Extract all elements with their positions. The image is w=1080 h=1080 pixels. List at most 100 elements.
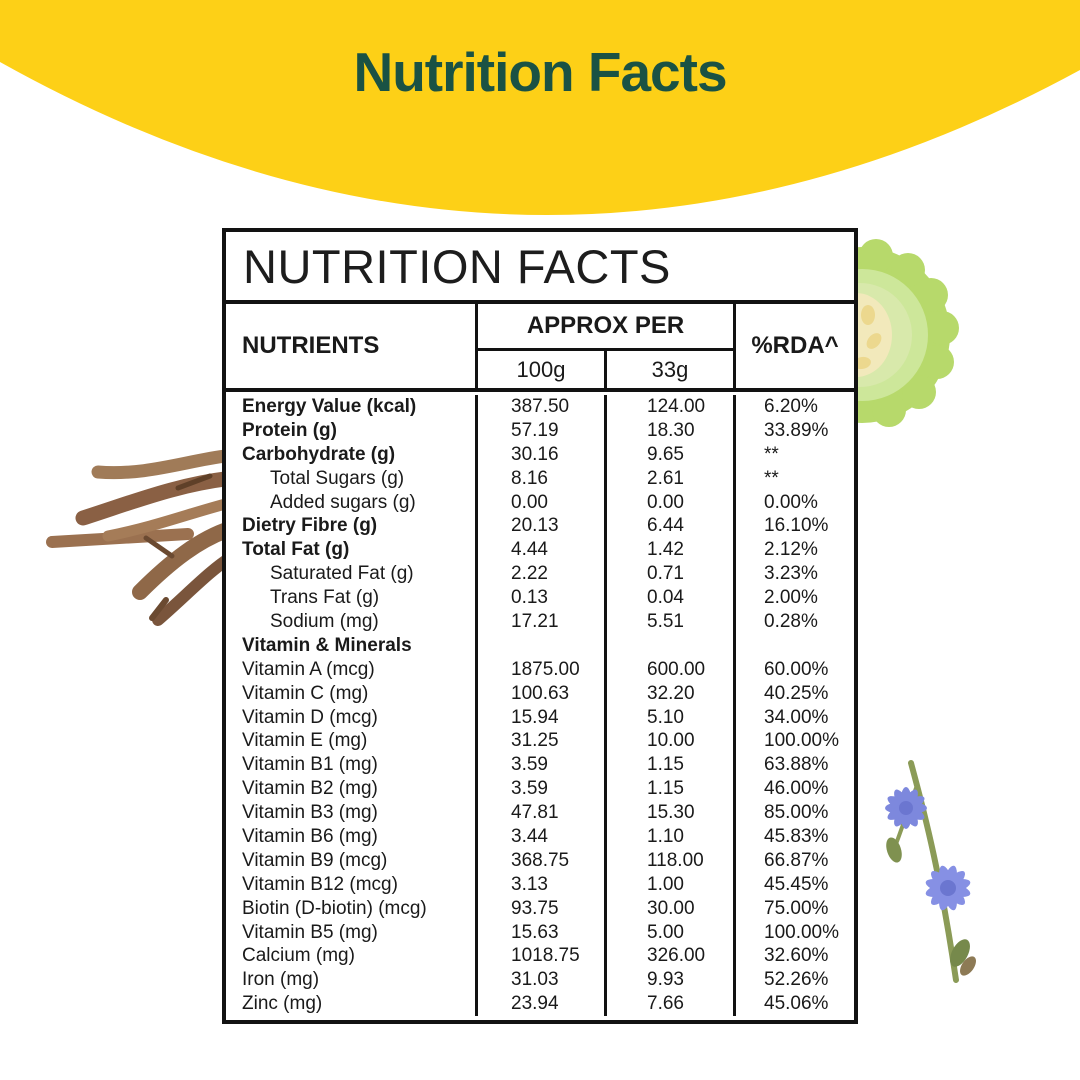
cell-nutrient: Total Sugars (g) <box>270 467 405 489</box>
cell-100g: 2.22 <box>475 562 604 587</box>
cell-33g: 1.42 <box>604 538 733 563</box>
cell-rda: 100.00% <box>733 729 854 754</box>
cell-nutrient: Vitamin A (mcg) <box>242 658 375 680</box>
table-row: Vitamin & Minerals <box>226 633 854 658</box>
cell-33g: 32.20 <box>604 681 733 706</box>
cell-100g: 31.25 <box>475 729 604 754</box>
cell-nutrient: Carbohydrate (g) <box>242 443 396 465</box>
cell-nutrient: Vitamin B5 (mg) <box>242 921 378 943</box>
chicory-flowers-image <box>885 760 976 983</box>
cell-33g: 7.66 <box>604 992 733 1017</box>
cell-nutrient: Zinc (mg) <box>242 993 323 1015</box>
cell-rda: 85.00% <box>733 801 854 826</box>
cell-33g: 5.51 <box>604 610 733 634</box>
gourd-slice-icon <box>850 239 959 427</box>
header-100g: 100g <box>475 351 604 388</box>
table-row: Zinc (mg) 23.94 7.66 45.06% <box>226 992 854 1017</box>
cell-33g: 5.10 <box>604 705 733 730</box>
cell-33g: 10.00 <box>604 729 733 754</box>
cell-rda: 75.00% <box>733 896 854 921</box>
table-row: Vitamin E (mg) 31.25 10.00 100.00% <box>226 729 854 754</box>
cell-100g <box>475 633 604 658</box>
cell-rda: 52.26% <box>733 968 854 993</box>
table-row: Saturated Fat (g) 2.22 0.71 3.23% <box>226 562 854 587</box>
cell-33g: 124.00 <box>604 395 733 419</box>
cell-33g: 0.04 <box>604 586 733 611</box>
cell-100g: 3.13 <box>475 872 604 897</box>
table-row: Vitamin A (mcg) 1875.00 600.00 60.00% <box>226 657 854 682</box>
cell-nutrient: Energy Value (kcal) <box>242 395 417 417</box>
cell-100g: 1875.00 <box>475 657 604 682</box>
table-row: Energy Value (kcal) 387.50 124.00 6.20% <box>226 395 854 419</box>
cell-33g: 15.30 <box>604 801 733 826</box>
cell-100g: 8.16 <box>475 466 604 491</box>
cell-nutrient: Added sugars (g) <box>270 491 416 513</box>
cell-rda: 6.20% <box>733 395 854 419</box>
table-row: Protein (g) 57.19 18.30 33.89% <box>226 418 854 443</box>
cell-100g: 23.94 <box>475 992 604 1017</box>
table-row: Vitamin B9 (mcg) 368.75 118.00 66.87% <box>226 848 854 873</box>
cell-100g: 47.81 <box>475 801 604 826</box>
cell-100g: 93.75 <box>475 896 604 921</box>
cell-nutrient: Total Fat (g) <box>242 539 350 561</box>
cell-33g: 326.00 <box>604 944 733 969</box>
cell-100g: 0.13 <box>475 586 604 611</box>
cell-33g: 9.65 <box>604 442 733 467</box>
cell-nutrient: Calcium (mg) <box>242 945 355 967</box>
cell-100g: 3.59 <box>475 753 604 778</box>
cell-100g: 3.59 <box>475 777 604 802</box>
header-approx-per: APPROX PER <box>475 304 733 351</box>
cell-rda: 100.00% <box>733 920 854 945</box>
table-row: Biotin (D-biotin) (mcg) 93.75 30.00 75.00% <box>226 896 854 921</box>
cell-33g: 18.30 <box>604 418 733 443</box>
table-row: Vitamin B3 (mg) 47.81 15.30 85.00% <box>226 801 854 826</box>
cell-nutrient: Saturated Fat (g) <box>270 563 414 585</box>
cell-33g: 30.00 <box>604 896 733 921</box>
cell-rda: 46.00% <box>733 777 854 802</box>
cell-rda <box>733 633 854 658</box>
gourd-slice-image <box>850 239 959 427</box>
cell-33g: 2.61 <box>604 466 733 491</box>
cell-rda: 2.12% <box>733 538 854 563</box>
table-row: Carbohydrate (g) 30.16 9.65 ** <box>226 442 854 467</box>
banner-curve <box>0 0 1080 216</box>
table-row: Total Fat (g) 4.44 1.42 2.12% <box>226 538 854 563</box>
table-row: Sodium (mg) 17.21 5.51 0.28% <box>226 610 854 634</box>
header-33g: 33g <box>604 351 733 388</box>
header-nutrients: NUTRIENTS <box>242 332 380 359</box>
cell-nutrient: Vitamin B2 (mg) <box>242 778 378 800</box>
cell-nutrient: Vitamin B3 (mg) <box>242 802 378 824</box>
cell-33g: 1.15 <box>604 753 733 778</box>
cell-rda: 45.83% <box>733 825 854 849</box>
table-row: Dietry Fibre (g) 20.13 6.44 16.10% <box>226 514 854 539</box>
cell-33g: 5.00 <box>604 920 733 945</box>
table-title: NUTRITION FACTS <box>226 232 854 304</box>
table-row: Vitamin B6 (mg) 3.44 1.10 45.83% <box>226 825 854 849</box>
cell-rda: 0.00% <box>733 490 854 515</box>
table-row: Vitamin D (mcg) 15.94 5.10 34.00% <box>226 705 854 730</box>
cell-100g: 20.13 <box>475 514 604 539</box>
cell-nutrient: Iron (mg) <box>242 969 320 991</box>
cell-33g: 118.00 <box>604 848 733 873</box>
table-row: Trans Fat (g) 0.13 0.04 2.00% <box>226 586 854 611</box>
table-row: Total Sugars (g) 8.16 2.61 ** <box>226 466 854 491</box>
cell-nutrient: Dietry Fibre (g) <box>242 515 378 537</box>
cell-33g: 0.00 <box>604 490 733 515</box>
cell-rda: 40.25% <box>733 681 854 706</box>
cell-33g <box>604 633 733 658</box>
cell-rda: 66.87% <box>733 848 854 873</box>
header-rda: %RDA^ <box>733 304 854 388</box>
cell-33g: 6.44 <box>604 514 733 539</box>
cell-100g: 15.94 <box>475 705 604 730</box>
cell-nutrient: Vitamin B6 (mg) <box>242 825 378 847</box>
cell-33g: 1.10 <box>604 825 733 849</box>
cell-33g: 0.71 <box>604 562 733 587</box>
cell-rda: 2.00% <box>733 586 854 611</box>
cell-rda: ** <box>733 442 854 467</box>
dried-roots-icon <box>46 449 228 626</box>
cell-nutrient: Vitamin D (mcg) <box>242 706 378 728</box>
banner-shape <box>0 0 1080 216</box>
table-row: Vitamin B2 (mg) 3.59 1.15 46.00% <box>226 777 854 802</box>
cell-nutrient: Vitamin B1 (mg) <box>242 754 378 776</box>
